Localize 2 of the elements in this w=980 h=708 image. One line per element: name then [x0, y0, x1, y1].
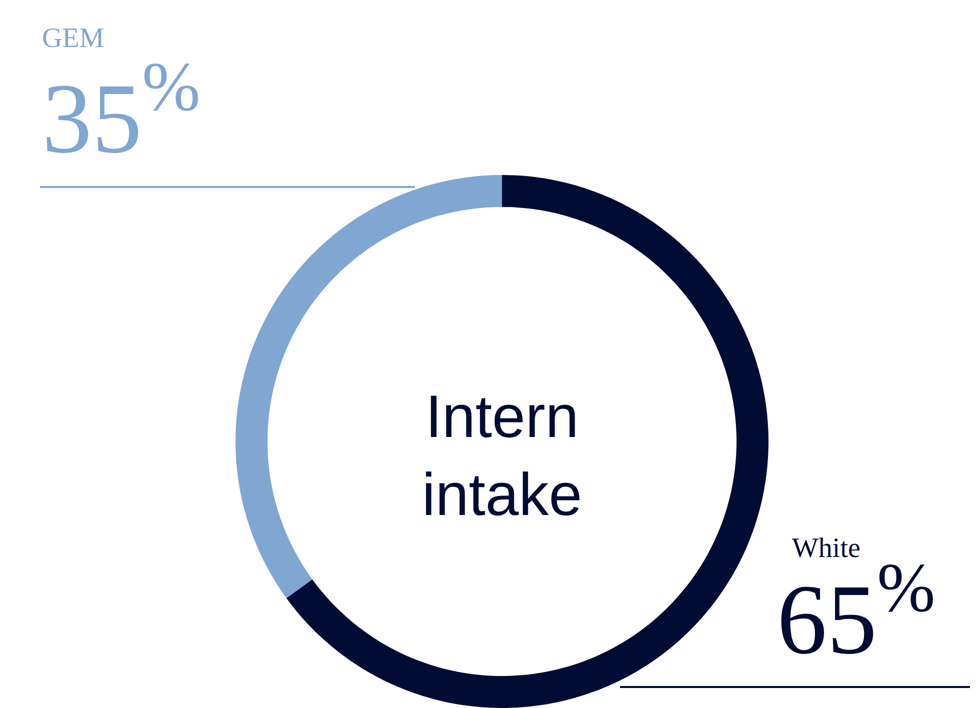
donut-slice [286, 175, 768, 708]
text: Intern intake [422, 383, 582, 528]
